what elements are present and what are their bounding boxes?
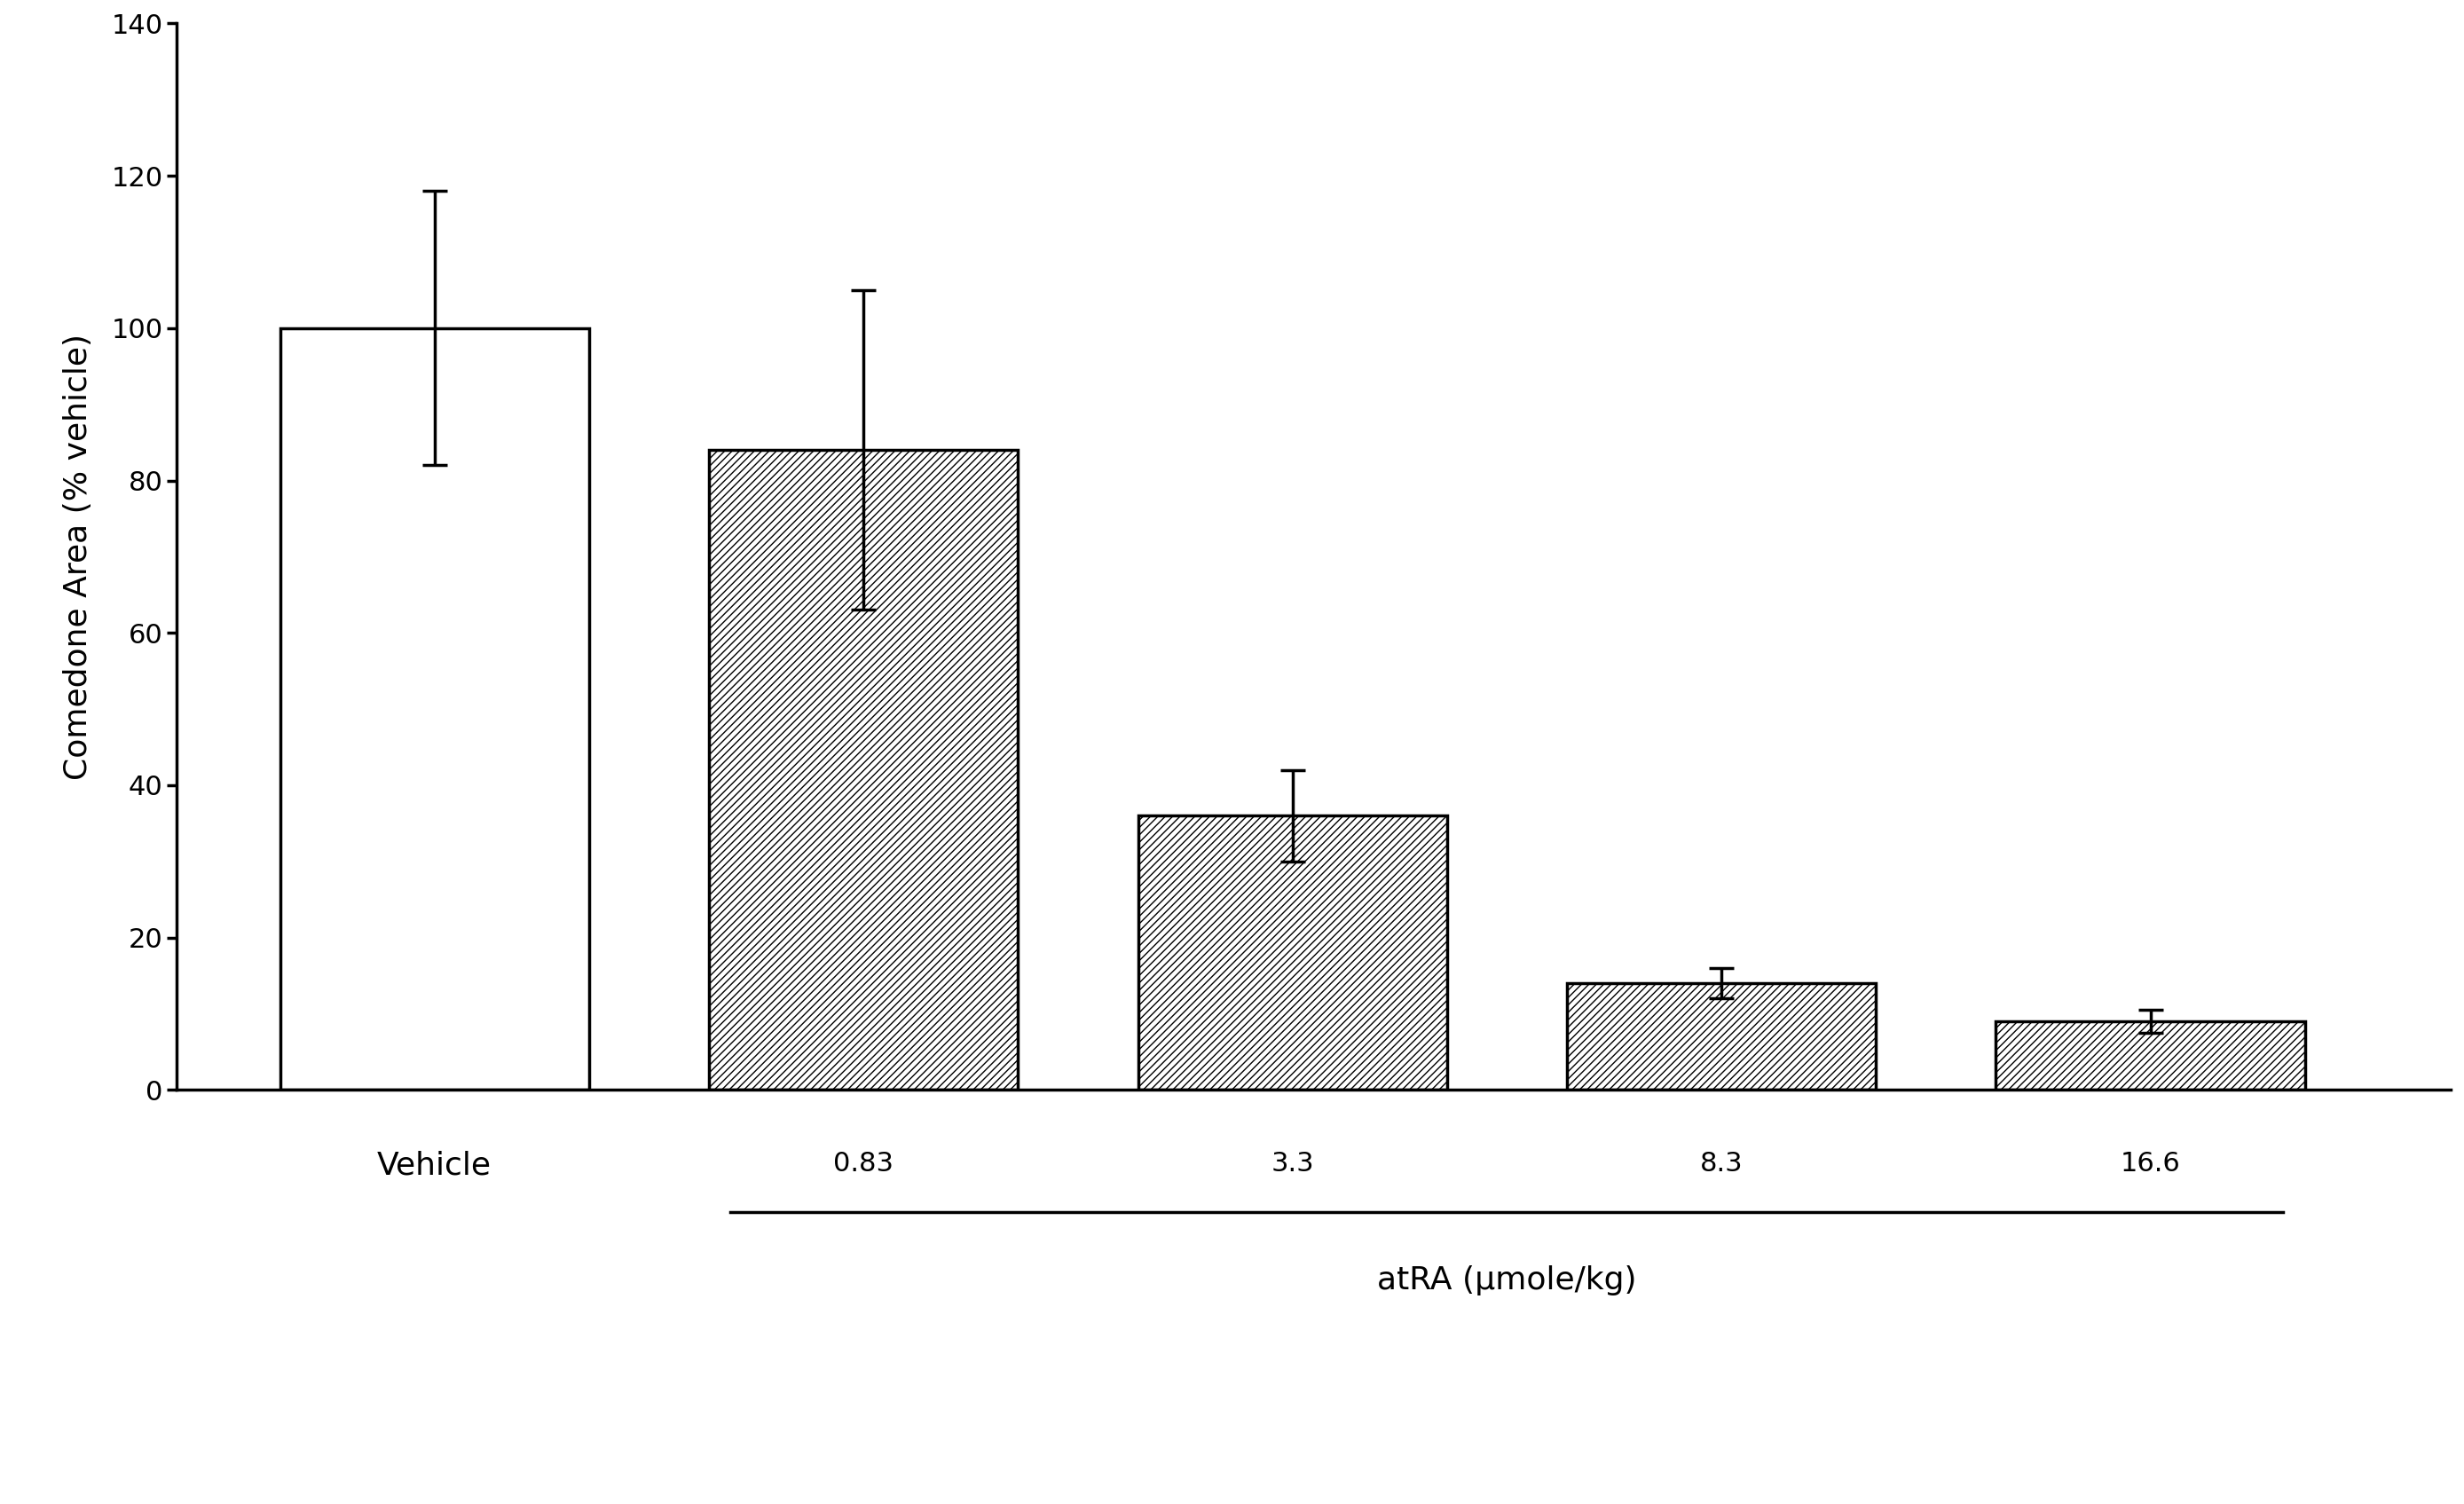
Text: 8.3: 8.3 xyxy=(1700,1151,1742,1176)
Bar xyxy=(1996,1021,2304,1090)
Bar xyxy=(1567,984,1875,1090)
Bar xyxy=(1138,815,1446,1090)
Bar xyxy=(710,450,1018,1090)
Bar xyxy=(281,328,589,1090)
Text: 3.3: 3.3 xyxy=(1271,1151,1313,1176)
Text: 0.83: 0.83 xyxy=(833,1151,894,1176)
Text: 16.6: 16.6 xyxy=(2122,1151,2181,1176)
Text: Vehicle: Vehicle xyxy=(377,1151,493,1181)
Text: atRA (μmole/kg): atRA (μmole/kg) xyxy=(1377,1265,1636,1295)
Y-axis label: Comedone Area (% vehicle): Comedone Area (% vehicle) xyxy=(62,334,94,779)
